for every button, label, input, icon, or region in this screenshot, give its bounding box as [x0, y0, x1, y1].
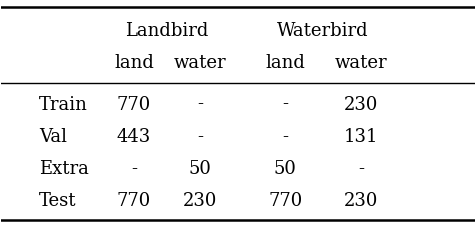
Text: water: water — [335, 54, 387, 72]
Text: -: - — [197, 95, 203, 113]
Text: land: land — [114, 54, 154, 72]
Text: -: - — [197, 127, 203, 145]
Text: 230: 230 — [344, 191, 378, 209]
Text: 770: 770 — [117, 95, 151, 113]
Text: Extra: Extra — [39, 159, 89, 177]
Text: Test: Test — [39, 191, 77, 209]
Text: -: - — [131, 159, 137, 177]
Text: Val: Val — [39, 127, 67, 145]
Text: Train: Train — [39, 95, 88, 113]
Text: 230: 230 — [344, 95, 378, 113]
Text: 50: 50 — [274, 159, 297, 177]
Text: land: land — [266, 54, 305, 72]
Text: -: - — [358, 159, 364, 177]
Text: 230: 230 — [183, 191, 218, 209]
Text: Waterbird: Waterbird — [278, 22, 369, 40]
Text: 770: 770 — [117, 191, 151, 209]
Text: water: water — [174, 54, 227, 72]
Text: 50: 50 — [188, 159, 211, 177]
Text: -: - — [282, 127, 288, 145]
Text: 770: 770 — [268, 191, 302, 209]
Text: -: - — [282, 95, 288, 113]
Text: Landbird: Landbird — [125, 22, 208, 40]
Text: 443: 443 — [117, 127, 151, 145]
Text: 131: 131 — [344, 127, 378, 145]
